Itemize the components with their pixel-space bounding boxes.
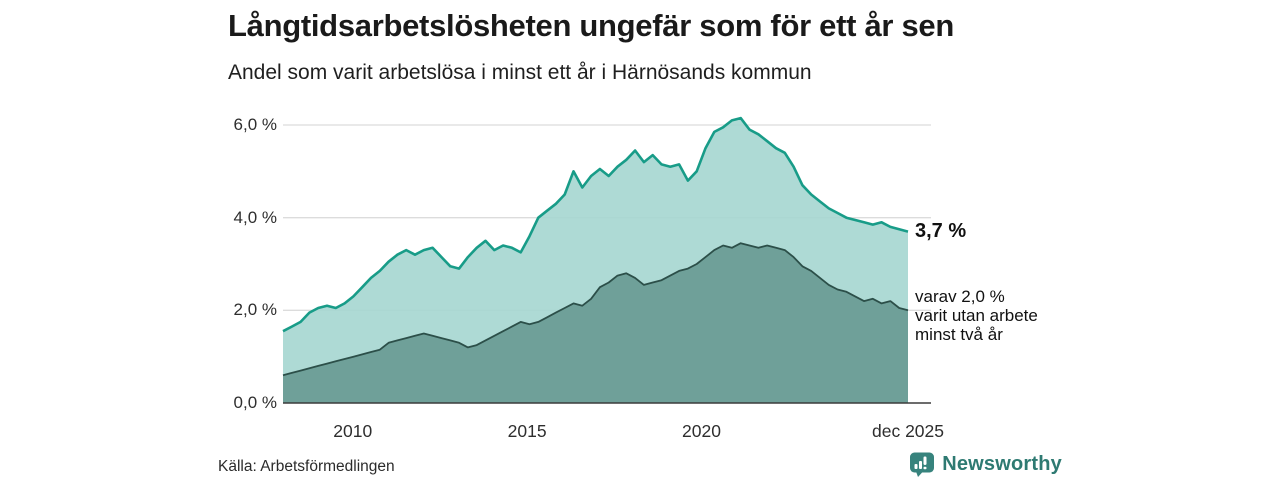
end-label-line-1: varav 2,0 % [915,287,1005,307]
y-tick-6: 6,0 % [233,115,277,134]
x-tick-2015: 2015 [507,421,547,441]
newsworthy-logo-icon [910,452,935,477]
page-title: Långtidsarbetslösheten ungefär som för e… [228,8,955,43]
end-label-line-3: minst två år [915,325,1003,345]
line-two-year [282,242,909,377]
brand-lockup: Newsworthy [909,452,1062,477]
brand-name: Newsworthy [942,453,1062,475]
y-tick-4: 4,0 % [233,207,277,227]
y-tick-2: 2,0 % [233,300,277,320]
area-two-year-fill [283,243,908,403]
end-label-line-2: varit utan arbete [915,306,1038,326]
line-total [282,116,909,333]
x-tick-2020: 2020 [682,421,721,441]
end-value-label-two-year: varav 2,0 % varit utan arbete minst två … [915,287,1038,344]
page-subtitle: Andel som varit arbetslösa i minst ett å… [228,61,812,84]
x-tick-dec-2025: dec 2025 [871,421,945,441]
end-value-label-total: 3,7 % [915,219,967,242]
x-tick-2010: 2010 [333,421,373,441]
y-tick-0: 0,0 % [233,393,277,412]
source-note: Källa: Arbetsförmedlingen [218,458,395,475]
